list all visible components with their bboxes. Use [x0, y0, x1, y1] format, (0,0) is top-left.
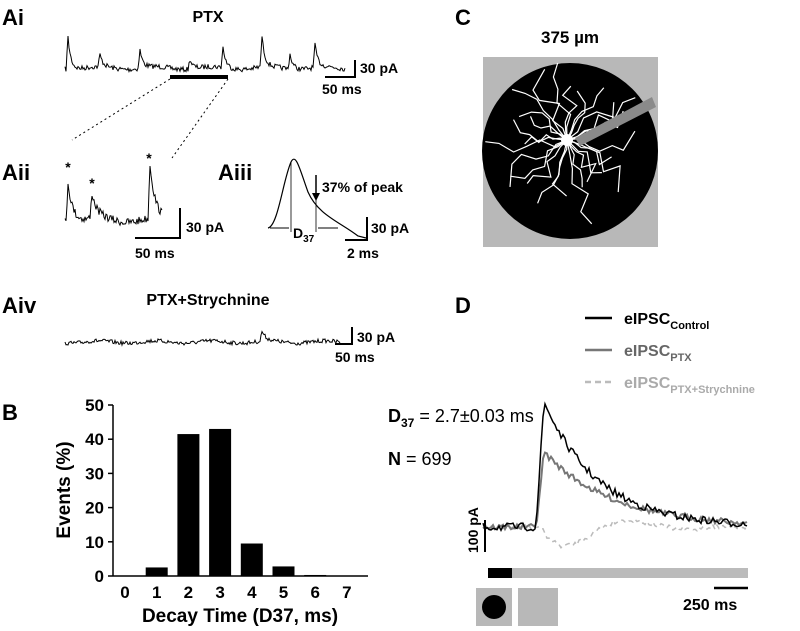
dendrite [566, 139, 621, 193]
panel-label: Aiii [218, 160, 252, 185]
annotation: 37% of peak [322, 179, 403, 195]
scale-bar [335, 327, 353, 345]
zoom-line [171, 78, 229, 159]
scale-bar [345, 217, 368, 241]
dendrite [566, 90, 586, 141]
scale-label: 30 pA [360, 60, 398, 76]
y-tick-label: 30 [85, 464, 104, 483]
panel-label: Aii [2, 160, 30, 185]
trace [482, 518, 748, 549]
event-marker: * [65, 159, 71, 175]
panel-label: D [455, 293, 471, 318]
arrow-head [312, 193, 320, 201]
pipette [575, 97, 656, 146]
dendrite [566, 97, 636, 141]
x-tick-label: 1 [152, 583, 161, 602]
dendrite [532, 69, 568, 141]
dendrite [566, 87, 605, 141]
event-marker: * [146, 150, 152, 166]
annotation: D37 = 2.7±0.03 ms [388, 406, 534, 430]
y-axis-label: Events (%) [54, 441, 75, 538]
y-tick-label: 20 [85, 499, 104, 518]
panel-title: 375 µm [541, 28, 599, 47]
dendrite [566, 139, 597, 183]
bar [209, 428, 232, 576]
stimulus-bar [512, 568, 748, 578]
y-tick-label: 50 [85, 396, 104, 415]
dendrite [561, 85, 578, 141]
annotation: D37 [293, 225, 315, 245]
scale-label: 30 pA [371, 220, 409, 236]
scale-label: 30 pA [357, 329, 395, 345]
dendrite [485, 139, 568, 153]
x-tick-label: 6 [310, 583, 319, 602]
legend-entry: eIPSCControl [624, 311, 709, 332]
annotation: N = 699 [388, 449, 452, 469]
panel-title: PTX+Strychnine [146, 292, 269, 309]
panel-label: Aiv [2, 293, 37, 318]
scale-label: 100 pA [465, 507, 481, 553]
dendrite [511, 88, 568, 141]
zoom-line [71, 78, 171, 141]
dendrite [510, 139, 568, 179]
x-tick-label: 7 [342, 583, 351, 602]
bar [304, 574, 327, 576]
dendrite [512, 119, 568, 143]
spot-stimulus [482, 63, 658, 239]
stimulus-icon [482, 595, 506, 619]
bar [272, 566, 295, 576]
template-trace [267, 158, 367, 239]
trace [64, 35, 346, 73]
y-tick-label: 0 [95, 567, 104, 586]
scale-label: 2 ms [347, 245, 379, 261]
dendrite [566, 139, 583, 188]
dendrite [526, 139, 568, 184]
y-tick-label: 10 [85, 533, 104, 552]
stimulus-bar [488, 568, 512, 578]
stimulus-icon [518, 588, 558, 626]
trace [482, 451, 748, 532]
panel-label: Ai [2, 5, 24, 30]
scale-label: 50 ms [135, 245, 175, 261]
soma [561, 134, 573, 146]
x-axis-label: Decay Time (D37, ms) [142, 606, 338, 627]
scale-label: 50 ms [322, 81, 362, 97]
dendrites [485, 62, 636, 225]
x-tick-label: 2 [184, 583, 193, 602]
dendrite [537, 139, 568, 204]
legend-entry: eIPSCPTX [624, 343, 692, 364]
trace [482, 401, 748, 533]
dendrite [552, 62, 572, 141]
scale-bar [135, 208, 181, 239]
scale-label: 30 pA [186, 219, 224, 235]
panel-label: C [455, 5, 471, 30]
panel-label: B [2, 400, 18, 425]
trace [64, 330, 341, 347]
panel-title: PTX [192, 9, 223, 26]
bar [177, 434, 200, 576]
scale-label: 250 ms [683, 597, 737, 614]
y-tick-label: 40 [85, 430, 104, 449]
bar [145, 567, 168, 576]
trace [64, 165, 163, 227]
legend-entry: eIPSCPTX+Strychnine [624, 375, 755, 396]
event-marker: * [89, 175, 95, 191]
scale-bar [325, 60, 356, 78]
x-tick-label: 3 [215, 583, 224, 602]
x-tick-label: 0 [120, 583, 129, 602]
dendrite [518, 111, 568, 141]
x-tick-label: 4 [247, 583, 257, 602]
dendrite [509, 139, 568, 187]
dendrite [566, 139, 593, 225]
x-tick-label: 5 [279, 583, 288, 602]
bar [240, 543, 263, 576]
scale-label: 50 ms [335, 349, 375, 365]
